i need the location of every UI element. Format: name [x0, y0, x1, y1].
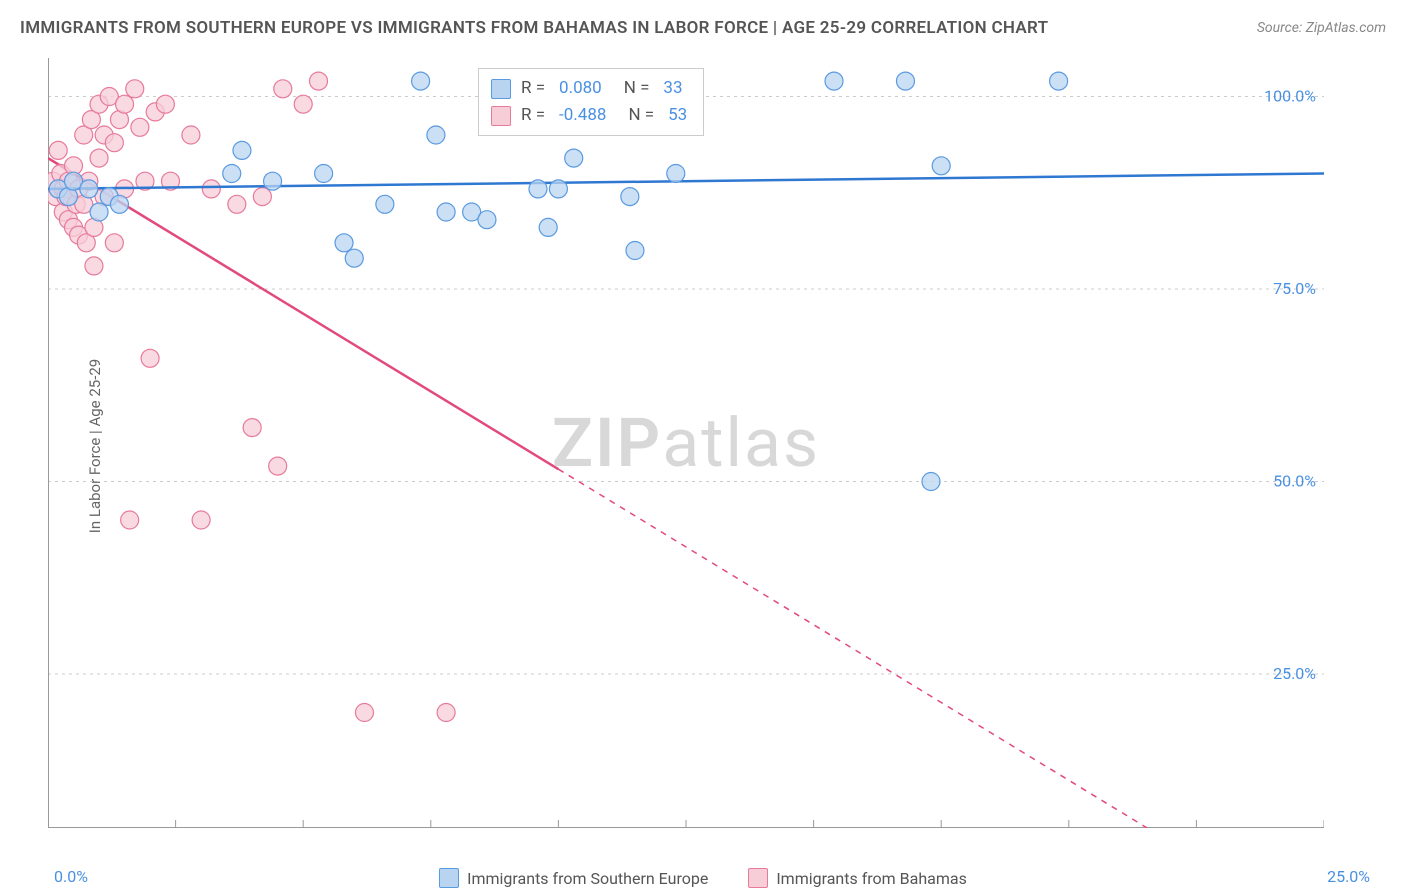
svg-text:25.0%: 25.0%: [1273, 664, 1316, 683]
stat-r-label: R =: [521, 75, 545, 102]
stat-n-value: 53: [664, 102, 691, 129]
stat-r-value: -0.488: [555, 102, 610, 129]
stats-row: R = 0.080 N = 33: [491, 75, 691, 102]
legend-label: Immigrants from Southern Europe: [467, 869, 708, 888]
stats-row: R = -0.488 N = 53: [491, 102, 691, 129]
stats-box: R =0.080N =33R =-0.488N =53: [478, 68, 704, 136]
legend-item-southern-europe: Immigrants from Southern Europe: [439, 868, 708, 888]
plot-container: 25.0%50.0%75.0%100.0% ZIPatlas R =0.080N…: [48, 58, 1324, 828]
svg-text:100.0%: 100.0%: [1264, 87, 1316, 106]
svg-text:50.0%: 50.0%: [1273, 472, 1316, 491]
stat-n-value: 33: [659, 75, 686, 102]
stats-swatch-icon: [491, 79, 511, 99]
stats-swatch-icon: [491, 106, 511, 126]
legend-swatch-icon: [748, 868, 768, 888]
source-attribution: Source: ZipAtlas.com: [1257, 20, 1386, 36]
bottom-legend: Immigrants from Southern Europe Immigran…: [0, 868, 1406, 888]
legend-swatch-icon: [439, 868, 459, 888]
stat-n-label: N =: [624, 75, 650, 102]
stat-n-label: N =: [628, 102, 654, 129]
chart-title: IMMIGRANTS FROM SOUTHERN EUROPE VS IMMIG…: [20, 18, 1048, 38]
legend-item-bahamas: Immigrants from Bahamas: [748, 868, 967, 888]
stat-r-label: R =: [521, 102, 545, 129]
scatter-plot: 25.0% 50.0% 75.0% 100.0%: [48, 58, 1324, 828]
stat-r-value: 0.080: [555, 75, 606, 102]
svg-text:75.0%: 75.0%: [1273, 279, 1316, 298]
title-bar: IMMIGRANTS FROM SOUTHERN EUROPE VS IMMIG…: [20, 18, 1386, 38]
legend-label: Immigrants from Bahamas: [776, 869, 967, 888]
